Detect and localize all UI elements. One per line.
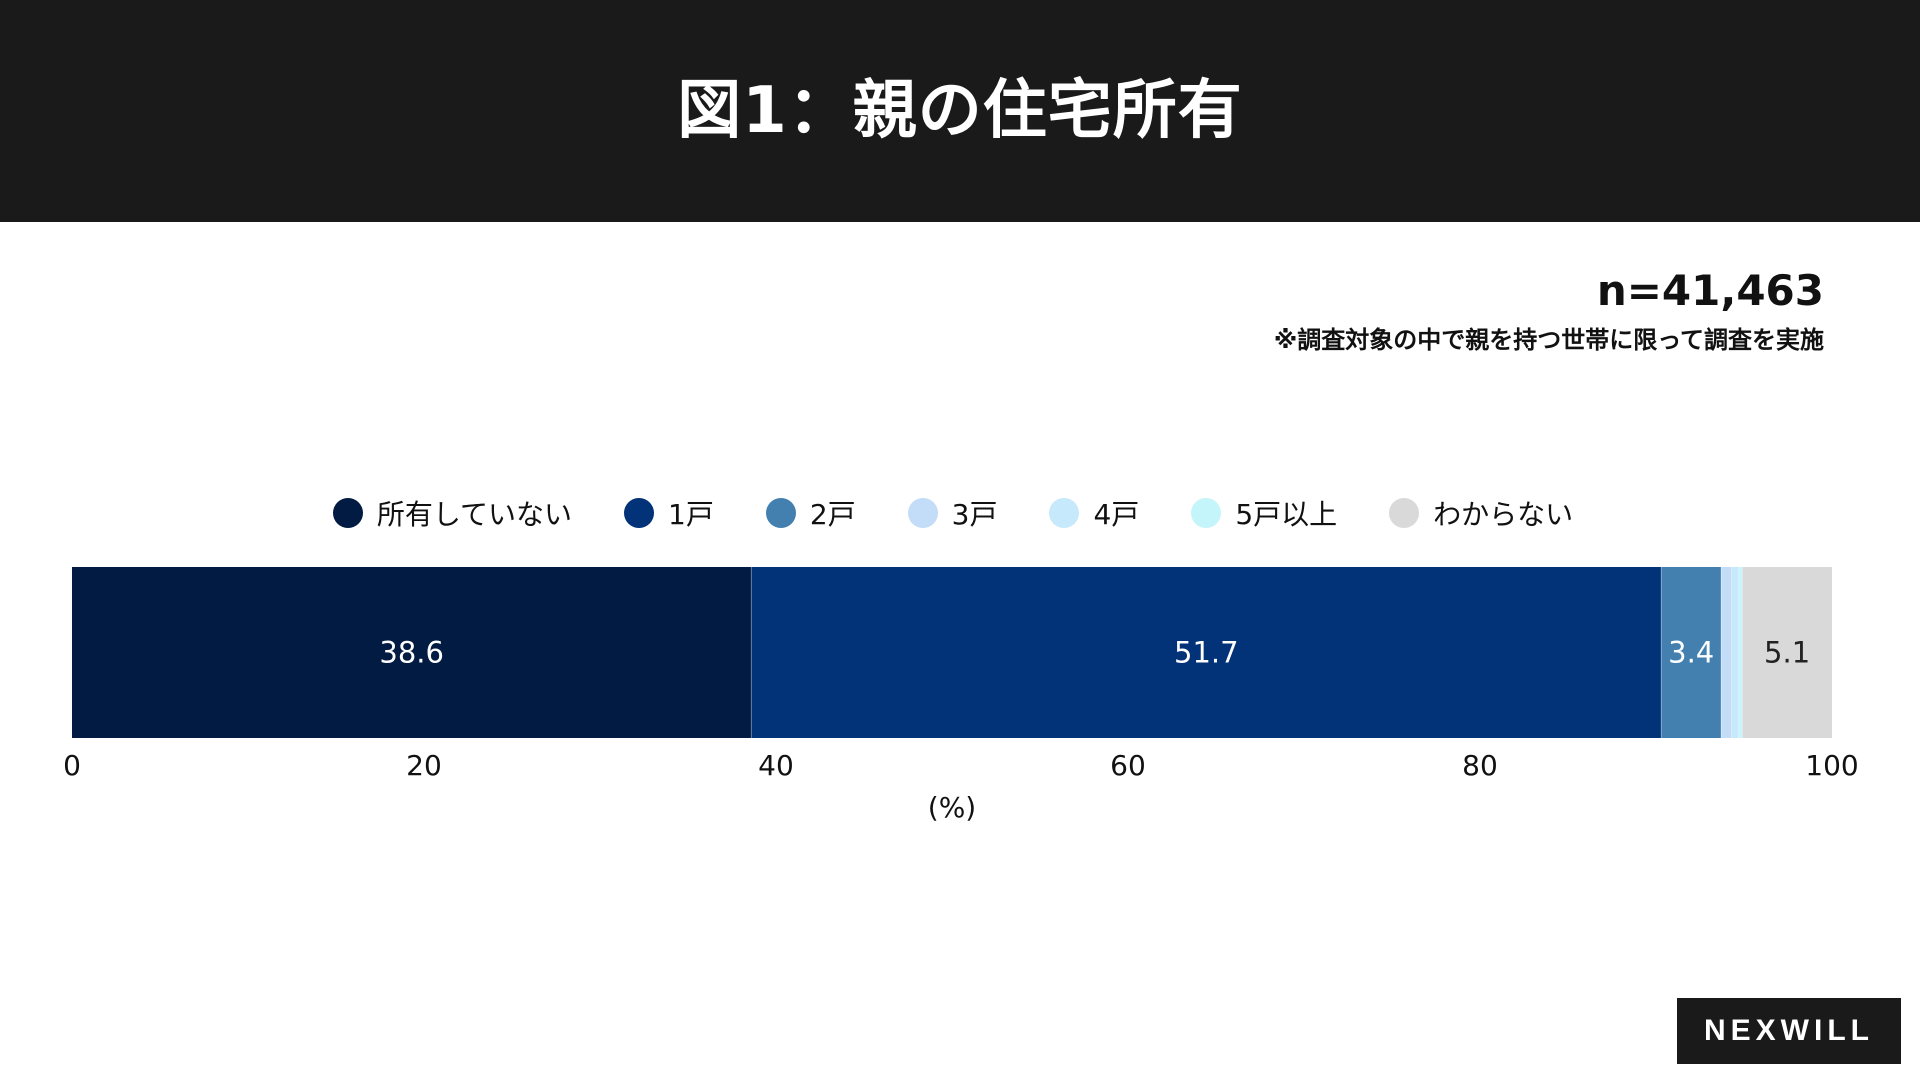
x-tick-label: 100 [1805, 749, 1858, 782]
legend-swatch [624, 498, 654, 528]
legend-item: わからない [1389, 493, 1573, 533]
legend-swatch [1389, 498, 1420, 528]
chart-header: 図1：親の住宅所有 [0, 0, 1920, 222]
legend-item: 2戸 [765, 493, 856, 533]
nexwill-logo: NEXWILL [1677, 998, 1901, 1064]
bar-segment [1742, 567, 1832, 738]
bar-segment [72, 567, 752, 738]
sample-note: ※調査対象の中で親を持つ世帯に限って調査を実施 [1273, 326, 1824, 354]
chart-legend: 所有していない 1戸 2戸 3戸 4戸 5戸以上 わからない [0, 488, 1920, 538]
x-tick-label: 40 [758, 749, 794, 782]
legend-label: 所有していない [376, 498, 572, 531]
page-title: 図1：親の住宅所有 [677, 74, 1243, 148]
legend-item: 3戸 [907, 493, 998, 533]
x-tick-label: 60 [1110, 749, 1146, 782]
x-tick-label: 80 [1462, 749, 1498, 782]
data-label: 3.4 [1668, 636, 1714, 670]
data-label: 5.1 [1764, 636, 1810, 670]
x-tick-label: 0 [63, 749, 81, 782]
legend-swatch [1191, 498, 1222, 528]
bar-segment [1721, 567, 1732, 738]
bar-segment [1738, 567, 1743, 738]
data-label: 38.6 [379, 636, 444, 670]
legend-swatch [332, 498, 363, 528]
legend-label: 3戸 [951, 498, 998, 531]
x-tick-label: 20 [406, 749, 442, 782]
legend-label: わからない [1433, 498, 1574, 531]
legend-item: 5戸以上 [1191, 493, 1337, 533]
legend-label: 5戸以上 [1235, 498, 1338, 531]
legend-label: 2戸 [809, 498, 856, 531]
legend-label: 4戸 [1093, 498, 1140, 531]
bar-segment [1731, 567, 1739, 738]
legend-item: 4戸 [1049, 493, 1139, 533]
legend-swatch [907, 498, 938, 528]
legend-swatch [765, 498, 796, 528]
bar-segment [751, 567, 1662, 738]
sample-info: n=41,463 ※調査対象の中で親を持つ世帯に限って調査を実施 [1274, 262, 1824, 358]
bar-segment [1661, 567, 1722, 738]
sample-size: n=41,463 [1596, 266, 1824, 315]
legend-item: 1戸 [624, 493, 714, 533]
x-axis-label: (%) [928, 791, 976, 824]
data-label: 51.7 [1174, 636, 1239, 670]
legend-item: 所有していない [332, 493, 572, 533]
legend-swatch [1049, 498, 1080, 528]
legend-label: 1戸 [668, 498, 714, 531]
